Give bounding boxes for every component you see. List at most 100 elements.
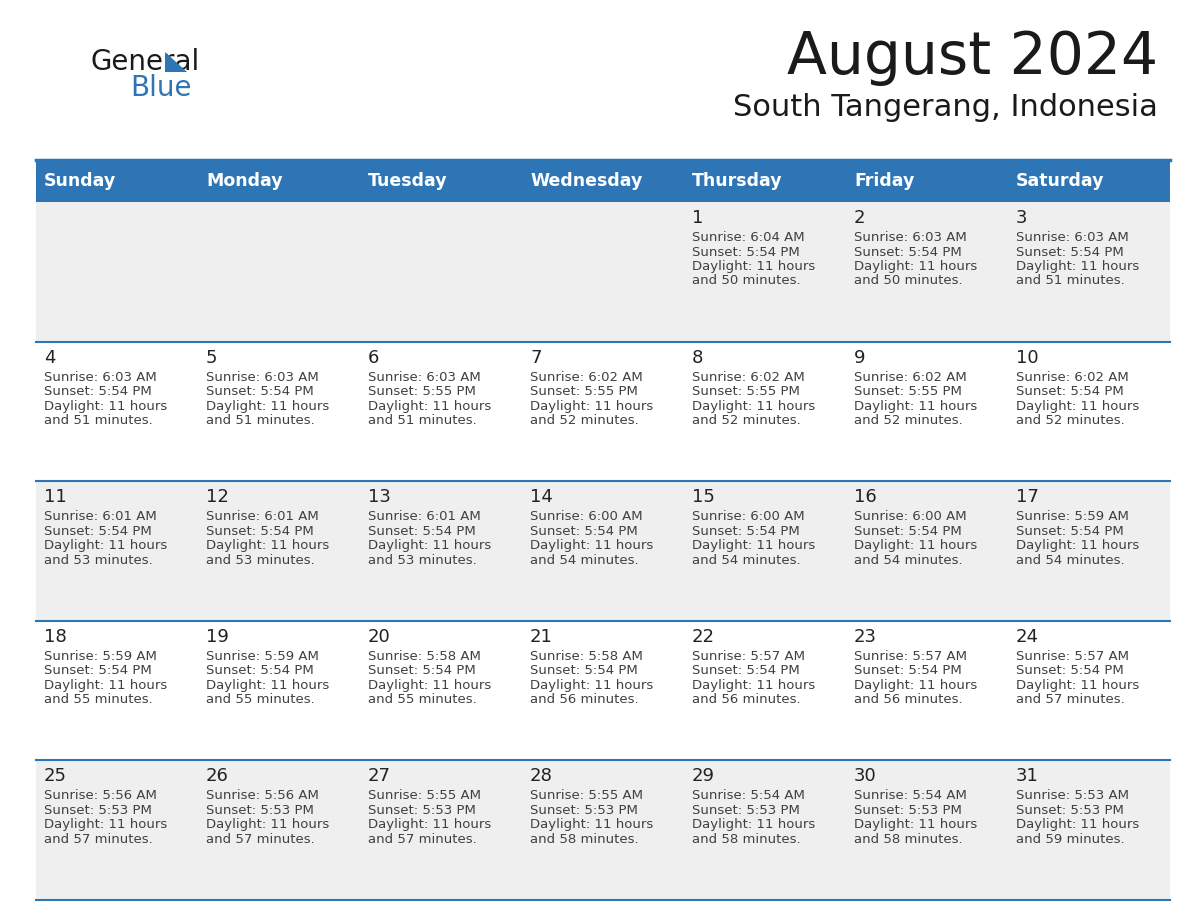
- Text: 25: 25: [44, 767, 67, 786]
- Text: Monday: Monday: [206, 172, 283, 190]
- Text: 3: 3: [1016, 209, 1028, 227]
- Text: Sunset: 5:54 PM: Sunset: 5:54 PM: [691, 525, 800, 538]
- Text: and 58 minutes.: and 58 minutes.: [530, 833, 639, 845]
- Text: Sunset: 5:53 PM: Sunset: 5:53 PM: [44, 804, 152, 817]
- Text: Daylight: 11 hours: Daylight: 11 hours: [368, 539, 492, 553]
- Text: Sunset: 5:54 PM: Sunset: 5:54 PM: [854, 525, 962, 538]
- Text: and 57 minutes.: and 57 minutes.: [368, 833, 476, 845]
- Text: Sunset: 5:54 PM: Sunset: 5:54 PM: [44, 525, 152, 538]
- Text: Daylight: 11 hours: Daylight: 11 hours: [530, 678, 653, 692]
- Text: Sunrise: 5:58 AM: Sunrise: 5:58 AM: [368, 650, 481, 663]
- Text: Daylight: 11 hours: Daylight: 11 hours: [44, 399, 168, 412]
- Text: Sunset: 5:54 PM: Sunset: 5:54 PM: [854, 665, 962, 677]
- Text: Sunset: 5:53 PM: Sunset: 5:53 PM: [368, 804, 476, 817]
- Text: Sunrise: 5:54 AM: Sunrise: 5:54 AM: [691, 789, 805, 802]
- Text: Sunrise: 6:04 AM: Sunrise: 6:04 AM: [691, 231, 804, 244]
- Text: 29: 29: [691, 767, 715, 786]
- Text: 5: 5: [206, 349, 217, 366]
- Text: Saturday: Saturday: [1016, 172, 1105, 190]
- Text: Sunrise: 6:02 AM: Sunrise: 6:02 AM: [691, 371, 804, 384]
- Text: and 59 minutes.: and 59 minutes.: [1016, 833, 1125, 845]
- Text: Daylight: 11 hours: Daylight: 11 hours: [368, 819, 492, 832]
- Text: and 52 minutes.: and 52 minutes.: [1016, 414, 1125, 427]
- Bar: [36, 760, 1170, 900]
- Text: Sunrise: 5:57 AM: Sunrise: 5:57 AM: [691, 650, 805, 663]
- Text: and 51 minutes.: and 51 minutes.: [206, 414, 315, 427]
- Text: and 57 minutes.: and 57 minutes.: [206, 833, 315, 845]
- Text: Sunset: 5:53 PM: Sunset: 5:53 PM: [206, 804, 314, 817]
- Text: Sunset: 5:54 PM: Sunset: 5:54 PM: [44, 385, 152, 398]
- Text: and 55 minutes.: and 55 minutes.: [44, 693, 153, 706]
- Text: Sunday: Sunday: [44, 172, 116, 190]
- Text: 12: 12: [206, 488, 229, 506]
- Text: 7: 7: [530, 349, 542, 366]
- Text: 28: 28: [530, 767, 552, 786]
- Text: Daylight: 11 hours: Daylight: 11 hours: [530, 539, 653, 553]
- Text: Wednesday: Wednesday: [530, 172, 643, 190]
- Text: 23: 23: [854, 628, 877, 645]
- Text: and 57 minutes.: and 57 minutes.: [1016, 693, 1125, 706]
- Text: and 58 minutes.: and 58 minutes.: [854, 833, 962, 845]
- Text: and 53 minutes.: and 53 minutes.: [44, 554, 153, 566]
- Text: Sunrise: 5:53 AM: Sunrise: 5:53 AM: [1016, 789, 1129, 802]
- Text: and 58 minutes.: and 58 minutes.: [691, 833, 801, 845]
- Text: Daylight: 11 hours: Daylight: 11 hours: [1016, 678, 1139, 692]
- Bar: [36, 341, 1170, 481]
- Text: 8: 8: [691, 349, 703, 366]
- Text: Sunset: 5:54 PM: Sunset: 5:54 PM: [206, 385, 314, 398]
- Text: Daylight: 11 hours: Daylight: 11 hours: [368, 399, 492, 412]
- Text: 10: 10: [1016, 349, 1038, 366]
- Text: Daylight: 11 hours: Daylight: 11 hours: [1016, 539, 1139, 553]
- Text: and 51 minutes.: and 51 minutes.: [368, 414, 476, 427]
- Text: Sunset: 5:53 PM: Sunset: 5:53 PM: [854, 804, 962, 817]
- Text: Sunset: 5:54 PM: Sunset: 5:54 PM: [1016, 385, 1124, 398]
- Text: Sunrise: 5:55 AM: Sunrise: 5:55 AM: [530, 789, 643, 802]
- Text: Sunset: 5:53 PM: Sunset: 5:53 PM: [1016, 804, 1124, 817]
- Text: 15: 15: [691, 488, 715, 506]
- Text: Sunset: 5:53 PM: Sunset: 5:53 PM: [691, 804, 800, 817]
- Text: Daylight: 11 hours: Daylight: 11 hours: [1016, 399, 1139, 412]
- Text: Daylight: 11 hours: Daylight: 11 hours: [691, 539, 815, 553]
- Text: and 51 minutes.: and 51 minutes.: [1016, 274, 1125, 287]
- Text: and 55 minutes.: and 55 minutes.: [206, 693, 315, 706]
- Text: Sunrise: 6:01 AM: Sunrise: 6:01 AM: [368, 510, 481, 523]
- Text: Sunrise: 6:03 AM: Sunrise: 6:03 AM: [368, 371, 481, 384]
- Polygon shape: [165, 52, 187, 72]
- Text: Sunrise: 5:56 AM: Sunrise: 5:56 AM: [44, 789, 157, 802]
- Text: and 54 minutes.: and 54 minutes.: [691, 554, 801, 566]
- Bar: [36, 160, 1170, 202]
- Text: Sunset: 5:54 PM: Sunset: 5:54 PM: [368, 525, 475, 538]
- Text: General: General: [90, 48, 200, 76]
- Text: 9: 9: [854, 349, 866, 366]
- Text: Sunset: 5:54 PM: Sunset: 5:54 PM: [44, 665, 152, 677]
- Text: Sunrise: 6:00 AM: Sunrise: 6:00 AM: [854, 510, 967, 523]
- Text: Sunrise: 6:03 AM: Sunrise: 6:03 AM: [854, 231, 967, 244]
- Text: 19: 19: [206, 628, 229, 645]
- Text: 18: 18: [44, 628, 67, 645]
- Text: and 53 minutes.: and 53 minutes.: [368, 554, 476, 566]
- Text: 26: 26: [206, 767, 229, 786]
- Text: Sunrise: 5:57 AM: Sunrise: 5:57 AM: [854, 650, 967, 663]
- Text: Sunset: 5:55 PM: Sunset: 5:55 PM: [691, 385, 800, 398]
- Text: Sunrise: 5:56 AM: Sunrise: 5:56 AM: [206, 789, 318, 802]
- Text: Daylight: 11 hours: Daylight: 11 hours: [44, 539, 168, 553]
- Text: 4: 4: [44, 349, 56, 366]
- Text: Sunrise: 5:55 AM: Sunrise: 5:55 AM: [368, 789, 481, 802]
- Text: Sunrise: 5:58 AM: Sunrise: 5:58 AM: [530, 650, 643, 663]
- Text: Sunset: 5:54 PM: Sunset: 5:54 PM: [206, 665, 314, 677]
- Text: 22: 22: [691, 628, 715, 645]
- Text: Daylight: 11 hours: Daylight: 11 hours: [44, 819, 168, 832]
- Text: Daylight: 11 hours: Daylight: 11 hours: [854, 260, 978, 273]
- Text: 14: 14: [530, 488, 552, 506]
- Text: Sunrise: 6:02 AM: Sunrise: 6:02 AM: [1016, 371, 1129, 384]
- Text: Daylight: 11 hours: Daylight: 11 hours: [691, 260, 815, 273]
- Text: Daylight: 11 hours: Daylight: 11 hours: [1016, 819, 1139, 832]
- Bar: [36, 481, 1170, 621]
- Text: Daylight: 11 hours: Daylight: 11 hours: [530, 399, 653, 412]
- Text: and 56 minutes.: and 56 minutes.: [530, 693, 639, 706]
- Text: 13: 13: [368, 488, 391, 506]
- Text: Blue: Blue: [129, 74, 191, 102]
- Text: 1: 1: [691, 209, 703, 227]
- Text: and 55 minutes.: and 55 minutes.: [368, 693, 476, 706]
- Text: Friday: Friday: [854, 172, 915, 190]
